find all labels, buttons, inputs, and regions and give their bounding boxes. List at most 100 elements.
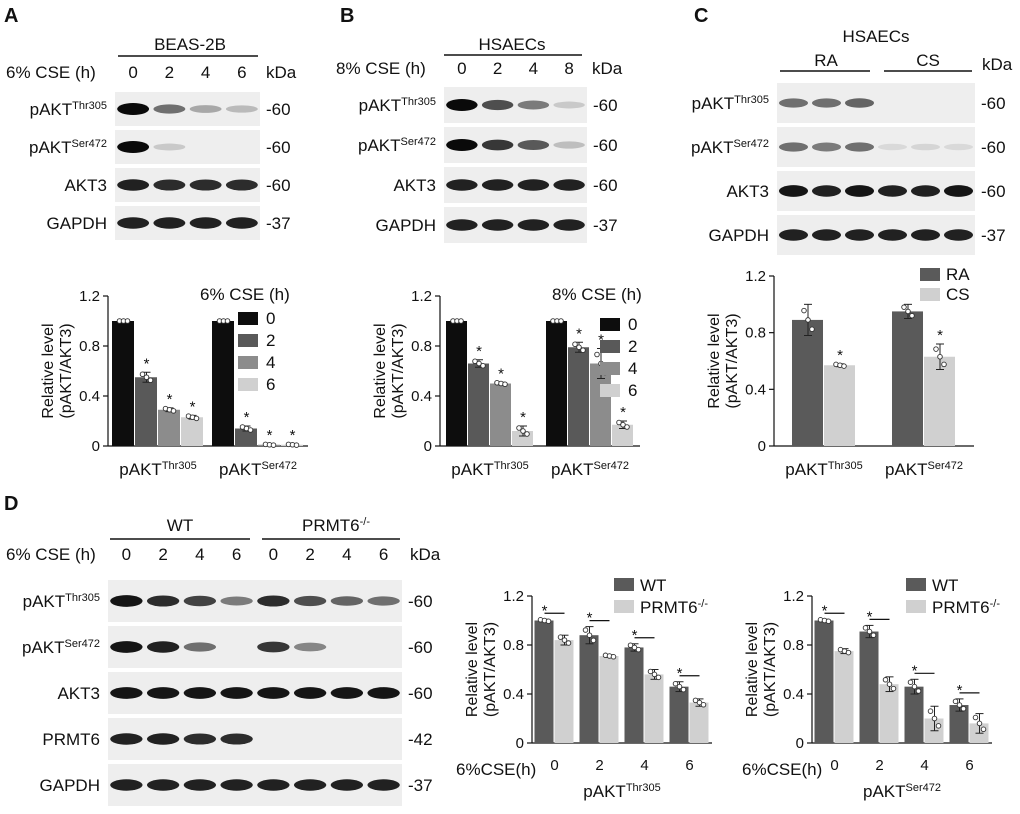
- kda-marker: -37: [408, 776, 433, 795]
- legend-swatch: [238, 378, 258, 391]
- blot-strip: [115, 206, 260, 240]
- cse-label: 6% CSE (h): [6, 545, 96, 564]
- legend-label: 6: [266, 375, 275, 394]
- blot-band: [189, 217, 222, 229]
- blot-strip: [108, 718, 402, 760]
- blot-strip: [444, 207, 587, 243]
- x-category-label: pAKTThr305: [451, 460, 528, 479]
- data-point: [558, 318, 564, 324]
- blot-band: [110, 641, 143, 653]
- data-point: [458, 318, 464, 324]
- blot-band: [446, 219, 478, 231]
- bar: [599, 656, 619, 743]
- blot-band: [110, 687, 143, 699]
- blot-band: [117, 179, 150, 191]
- blot-band: [293, 779, 327, 791]
- blot-band: [481, 219, 514, 231]
- data-point: [680, 686, 687, 693]
- bar: [568, 347, 589, 446]
- y-axis-label: Relative level (pAKT/AKT3): [464, 622, 499, 717]
- data-point: [635, 646, 642, 653]
- significance-star: *: [937, 327, 943, 344]
- blot-band: [257, 687, 290, 699]
- blot-row-label: pAKTSer472: [691, 138, 769, 157]
- blot-strip: [777, 171, 975, 211]
- y-tick-label: 0.4: [745, 381, 766, 398]
- blot-band: [220, 733, 253, 745]
- bar: [814, 620, 834, 743]
- x-category-label: pAKTThr305: [119, 460, 196, 479]
- blot-row-label: pAKTThr305: [359, 96, 436, 115]
- blot-band: [293, 595, 327, 607]
- blot-band: [146, 733, 180, 745]
- data-point: [524, 431, 530, 437]
- data-point: [870, 632, 877, 638]
- blot-strip: [777, 215, 975, 255]
- blot-band: [257, 779, 290, 791]
- data-point: [845, 649, 852, 656]
- bar: [181, 417, 203, 446]
- y-axis-label: Relative level (pAKT/AKT3): [372, 323, 407, 418]
- data-point: [580, 347, 586, 354]
- blot-band: [153, 104, 186, 114]
- y-tick-label: 1.2: [411, 288, 432, 305]
- kda-marker: -42: [408, 730, 433, 749]
- blot-band: [844, 142, 875, 152]
- significance-star: *: [587, 610, 593, 627]
- blot-row-label: pAKTThr305: [23, 592, 100, 611]
- legend-swatch: [600, 318, 620, 331]
- data-point: [700, 702, 707, 708]
- blot-band: [146, 779, 180, 791]
- bar: [135, 377, 157, 446]
- blot-band: [153, 179, 186, 191]
- blot-band: [225, 179, 258, 191]
- y-label-line: (pAKT/AKT3): [762, 622, 779, 717]
- bar: [892, 311, 923, 446]
- timepoint-label: 4: [201, 63, 210, 82]
- blot-band: [117, 141, 150, 153]
- data-point: [651, 671, 658, 678]
- bar: [949, 705, 969, 743]
- x-prefix-label: 6%CSE(h): [742, 760, 822, 779]
- data-point: [586, 632, 593, 638]
- y-tick-label: 0: [796, 735, 804, 752]
- legend-label: 0: [266, 309, 275, 328]
- blot-band: [117, 217, 150, 229]
- blot-strip: [108, 580, 402, 622]
- blot-band: [225, 217, 258, 229]
- significance-star: *: [144, 355, 150, 372]
- blot-band: [481, 99, 514, 111]
- blot-band: [844, 98, 875, 108]
- legend-label: 2: [628, 337, 637, 356]
- blot-band: [367, 687, 400, 699]
- blot-band: [910, 229, 941, 241]
- timepoint-label: 2: [158, 545, 167, 564]
- data-point: [193, 415, 200, 422]
- group-label: RA: [814, 51, 838, 70]
- timepoint-label: 0: [269, 545, 278, 564]
- blot-strip: [115, 92, 260, 126]
- kda-marker: -37: [266, 214, 291, 233]
- cell-line-label: HSAECs: [842, 27, 909, 46]
- y-axis-label: Relative level (pAKT/AKT3): [706, 313, 741, 408]
- bar: [468, 363, 489, 446]
- x-category-label: pAKTThr305: [785, 460, 862, 479]
- blot-band: [257, 595, 290, 607]
- blot-row-label: AKT3: [726, 182, 769, 201]
- y-axis-label: Relative level (pAKT/AKT3): [744, 622, 779, 717]
- data-point: [805, 317, 811, 323]
- data-point: [594, 351, 600, 358]
- bar: [212, 321, 234, 446]
- blot-row-label: AKT3: [57, 684, 100, 703]
- blot-band: [517, 179, 550, 191]
- timepoint-label: 0: [457, 59, 466, 78]
- data-point: [941, 361, 947, 368]
- x-category-label: 2: [875, 757, 883, 774]
- blot-band: [153, 217, 186, 229]
- significance-star: *: [498, 365, 504, 382]
- cell-line-label: HSAECs: [478, 35, 545, 54]
- y-tick-label: 1.2: [503, 588, 524, 605]
- legend-swatch: [614, 600, 634, 613]
- significance-star: *: [267, 427, 273, 444]
- blot-band: [110, 733, 143, 745]
